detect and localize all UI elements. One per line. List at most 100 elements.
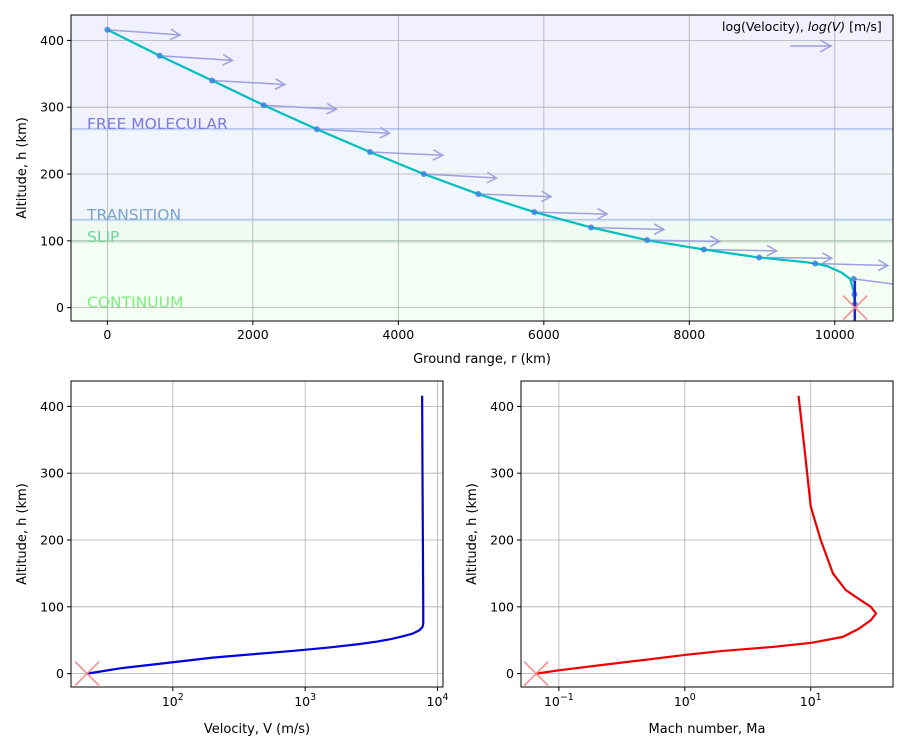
trajectory-x-tick-label: 10000 <box>815 327 855 342</box>
velocity-x-tick-base: 10 <box>427 694 443 709</box>
trajectory-point <box>420 171 427 178</box>
flow-regime-bands <box>71 15 893 321</box>
trajectory-point <box>756 254 763 261</box>
velocity-y-tick-label: 0 <box>56 666 64 681</box>
trajectory-point <box>313 126 320 133</box>
velocity-impact-marker <box>74 661 100 687</box>
trajectory-y-tick-label: 300 <box>40 100 64 115</box>
trajectory-axes: FREE MOLECULAR TRANSITION SLIP CONTINUUM 0 2… <box>15 14 894 367</box>
mach-grid <box>521 381 893 687</box>
velocity-grid <box>71 381 443 687</box>
velocity-x-tick-label: 103 <box>294 692 316 709</box>
trajectory-y-tick-label: 100 <box>40 233 64 248</box>
velocity-arrow-shaft <box>591 226 664 231</box>
velocity-y-axis-label: Altitude, h (km) <box>15 483 30 585</box>
velocity-arrow-shaft <box>316 128 390 135</box>
velocity-arrow-shaft <box>815 262 888 267</box>
velocity-arrow-head <box>709 235 722 248</box>
trajectory-y-tick-label: 200 <box>40 167 64 182</box>
velocity-y-tick-label: 100 <box>40 599 64 614</box>
trajectory-y-tick-label: 400 <box>40 33 64 48</box>
trajectory-x-tick-label: 4000 <box>382 327 414 342</box>
velocity-x-tick-exponent: 3 <box>310 692 316 703</box>
velocity-arrow-shaft <box>423 173 497 179</box>
velocity-arrow-head <box>169 28 182 41</box>
velocity-arrow-head <box>222 53 235 66</box>
region-label: CONTINUUM <box>87 294 183 312</box>
velocity-arrow-shaft <box>703 248 777 252</box>
mach-impact-marker <box>523 661 549 687</box>
mach-y-tick-label: 400 <box>490 399 514 414</box>
velocity-line <box>86 395 425 675</box>
velocity-arrow-head <box>274 78 287 90</box>
trajectory-x-axis-label: Ground range, r (km) <box>413 352 551 367</box>
legend-label: log(Velocity), log(V) [m/s] <box>722 19 882 34</box>
velocity-arrow-shaft <box>107 28 181 36</box>
trajectory-point <box>475 191 482 198</box>
mach-y-tick-label: 100 <box>490 599 514 614</box>
region-band <box>71 15 893 130</box>
velocity-arrow-shaft <box>853 278 893 285</box>
velocity-y-tick-label: 300 <box>40 466 64 481</box>
mach-line <box>536 395 878 675</box>
trajectory-impact-marker <box>842 295 868 321</box>
velocity-arrow-head <box>653 223 666 236</box>
velocity-arrow-head <box>877 259 890 272</box>
velocity-arrow-head <box>540 190 553 203</box>
legend-arrow-head <box>819 39 833 53</box>
trajectory-point <box>366 148 373 155</box>
trajectory-grid <box>71 15 893 321</box>
velocity-y-tick-label: 200 <box>40 533 64 548</box>
velocity-x-tick-base: 10 <box>294 694 310 709</box>
legend-label-unit: [m/s] <box>845 19 882 34</box>
legend-label-text: log(Velocity), <box>722 19 808 34</box>
trajectory-x-tick-label: 0 <box>103 327 111 342</box>
velocity-x-tick-base: 10 <box>162 694 178 709</box>
region-label: TRANSITION <box>86 206 181 224</box>
trajectory-point <box>531 209 538 216</box>
trajectory-ticks: 0 2000 4000 6000 8000 10000 0 100 200 300 400 <box>40 33 855 342</box>
mach-x-tick-exponent: −1 <box>560 692 574 703</box>
legend-label-math: log(V) <box>808 19 845 34</box>
mach-y-tick-label: 200 <box>490 533 514 548</box>
trajectory-x-tick-label: 2000 <box>237 327 269 342</box>
mach-x-tick-base: 10 <box>800 694 816 709</box>
mach-x-tick-base: 10 <box>674 694 690 709</box>
velocity-arrow-head <box>766 244 779 257</box>
velocity-arrow-head <box>486 171 499 184</box>
velocity-x-axis-label: Velocity, V (m/s) <box>204 722 310 737</box>
trajectory-point <box>812 260 819 267</box>
velocity-arrows <box>107 28 893 285</box>
velocity-arrow-shaft <box>534 211 608 215</box>
trajectory-point <box>700 246 707 253</box>
velocity-arrow-shaft <box>159 55 233 62</box>
velocity-arrow-head <box>326 102 339 115</box>
trajectory-point <box>588 224 595 231</box>
mach-x-tick-label: 10−1 <box>544 692 574 709</box>
trajectory-point <box>260 102 267 109</box>
mach-y-tick-label: 300 <box>490 466 514 481</box>
velocity-arrow-shaft <box>369 151 443 157</box>
legend: log(Velocity), log(V) [m/s] <box>722 19 882 53</box>
trajectory-y-axis-label: Altitude, h (km) <box>15 117 30 219</box>
region-band <box>71 129 893 221</box>
velocity-arrow-shaft <box>478 193 552 198</box>
trajectory-markers <box>104 26 868 321</box>
mach-x-tick-label: 101 <box>800 692 822 709</box>
mach-y-tick-label: 0 <box>506 666 514 681</box>
region-band <box>71 220 893 243</box>
velocity-arrow-head <box>379 126 392 139</box>
region-label: SLIP <box>87 228 119 246</box>
region-label: FREE MOLECULAR <box>87 115 228 133</box>
velocity-arrow-shaft <box>263 104 337 110</box>
velocity-x-tick-label: 102 <box>162 692 184 709</box>
velocity-arrow-shaft <box>212 79 285 86</box>
mach-frame <box>520 380 894 688</box>
velocity-series <box>74 395 425 687</box>
mach-y-axis-label: Altitude, h (km) <box>465 483 480 585</box>
trajectory-point <box>104 26 111 33</box>
trajectory-point <box>644 237 651 244</box>
velocity-arrow-shaft <box>759 256 832 259</box>
